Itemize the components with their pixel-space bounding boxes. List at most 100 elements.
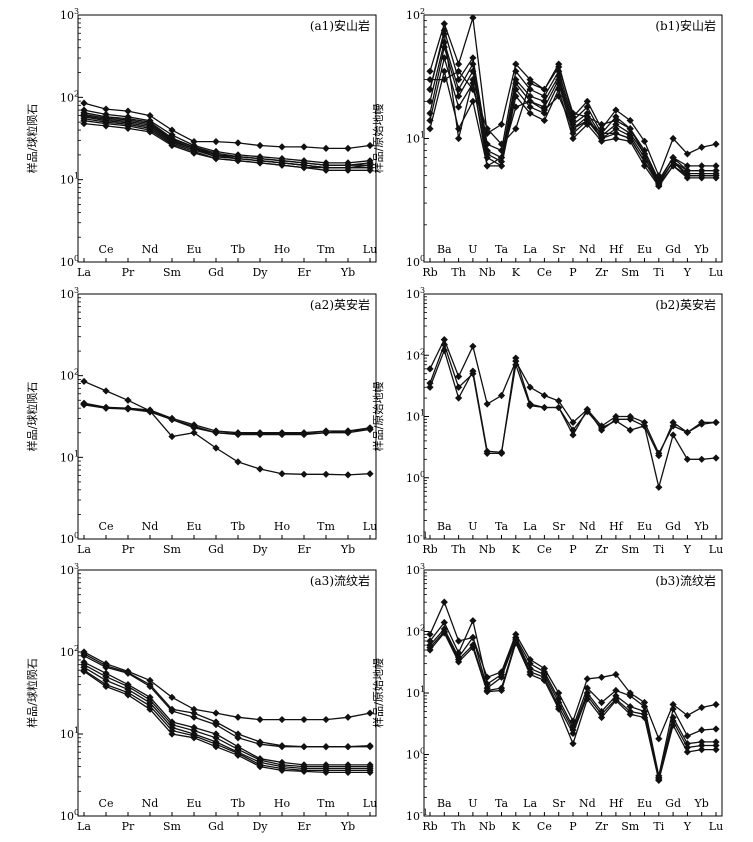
data-point <box>512 60 520 68</box>
series-line <box>83 109 371 164</box>
x-tick-label: U <box>468 243 477 256</box>
data-point <box>212 155 220 163</box>
data-point <box>497 448 506 456</box>
y-axis-label: 样品/球粒陨石 <box>25 104 39 174</box>
y-tick-label: 102 <box>406 7 425 22</box>
data-point <box>80 377 88 386</box>
data-point <box>469 85 477 93</box>
data-point <box>540 116 548 125</box>
data-point <box>483 150 491 158</box>
panel-title: (b3)流纹岩 <box>655 573 716 588</box>
data-point <box>234 713 242 721</box>
data-point <box>626 426 634 434</box>
data-point <box>640 698 649 707</box>
data-point <box>146 408 154 416</box>
data-point <box>256 715 264 724</box>
data-point <box>455 649 463 657</box>
data-point <box>569 729 577 738</box>
data-point <box>512 639 520 647</box>
x-tick-label: Er <box>297 543 311 556</box>
y-tick-label: 102 <box>406 347 425 362</box>
x-tick-label: Ho <box>274 797 291 810</box>
data-point <box>440 26 448 35</box>
data-point <box>526 103 534 111</box>
x-tick-label: Ce <box>99 797 114 810</box>
data-point <box>612 125 620 133</box>
data-point <box>469 97 477 105</box>
x-tick-label: Tm <box>317 797 335 810</box>
data-point <box>278 161 286 169</box>
x-tick-label: La <box>77 266 91 279</box>
data-point <box>683 740 691 748</box>
data-point <box>469 617 477 625</box>
data-point <box>583 675 591 683</box>
data-point <box>212 137 220 146</box>
data-point <box>344 743 352 751</box>
plot-frame <box>77 14 377 263</box>
data-point <box>640 150 649 158</box>
data-point <box>426 125 434 133</box>
data-point <box>212 444 220 452</box>
data-point <box>526 670 534 679</box>
plot-frame <box>423 569 723 817</box>
x-tick-label: Ti <box>653 543 664 556</box>
x-tick-label: Pr <box>122 543 135 556</box>
data-point <box>512 79 520 87</box>
data-point <box>455 67 463 75</box>
data-point <box>698 172 706 180</box>
x-tick-label: K <box>512 266 521 279</box>
data-point <box>712 418 720 427</box>
chart-a1: 100 101 102 103 La Ce Pr Nd Sm Eu Gd Tb Dy Ho Er Tm Yb Lu… <box>25 7 377 279</box>
data-point <box>278 743 286 751</box>
data-point <box>124 669 132 677</box>
x-tick-label: Eu <box>637 797 652 810</box>
series-line <box>83 102 371 150</box>
x-tick-label: Ta <box>495 797 508 810</box>
data-point <box>612 116 620 125</box>
series-line <box>83 404 371 436</box>
data-point <box>234 751 242 759</box>
x-tick-label: Er <box>297 266 311 279</box>
data-point <box>698 166 706 175</box>
data-point <box>440 346 448 355</box>
series-line <box>429 348 716 458</box>
series-line <box>83 113 370 166</box>
x-tick-label: Y <box>683 543 692 556</box>
data-point <box>469 633 477 642</box>
data-point <box>698 418 706 427</box>
series-line <box>83 122 370 171</box>
x-tick-label: Yb <box>694 243 709 256</box>
data-point <box>497 686 506 695</box>
x-tick-label: Ba <box>437 243 452 256</box>
data-point <box>440 598 448 606</box>
data-point <box>190 734 198 742</box>
data-point <box>555 63 563 71</box>
data-point <box>526 79 534 87</box>
series-line <box>83 666 370 770</box>
data-point <box>366 709 374 717</box>
x-tick-label: Sr <box>552 243 566 256</box>
data-point <box>669 154 677 162</box>
data-point <box>440 54 448 62</box>
data-point <box>497 140 506 148</box>
y-tick-label: 100 <box>60 254 79 269</box>
x-tick-label: U <box>468 520 477 533</box>
data-point <box>626 710 634 718</box>
data-point <box>322 743 330 751</box>
x-tick-label: Th <box>451 820 465 833</box>
data-point <box>366 743 374 751</box>
x-tick-label: Y <box>683 820 692 833</box>
data-point <box>168 693 176 701</box>
x-tick-label: La <box>523 520 537 533</box>
x-tick-label: Sm <box>163 266 182 279</box>
y-axis-label: 样品/原始地幔 <box>371 658 385 728</box>
series-line <box>83 653 371 748</box>
y-tick-label: 103 <box>60 7 79 22</box>
data-point <box>124 405 132 413</box>
data-point <box>483 162 491 170</box>
chart-a2: 100 101 102 103 La Ce Pr Nd Sm Eu Gd Tb Dy Ho Er Tm Yb Lu… <box>25 286 377 556</box>
y-tick-label: 102 <box>60 89 79 104</box>
data-point <box>655 735 663 743</box>
data-point <box>300 715 308 724</box>
